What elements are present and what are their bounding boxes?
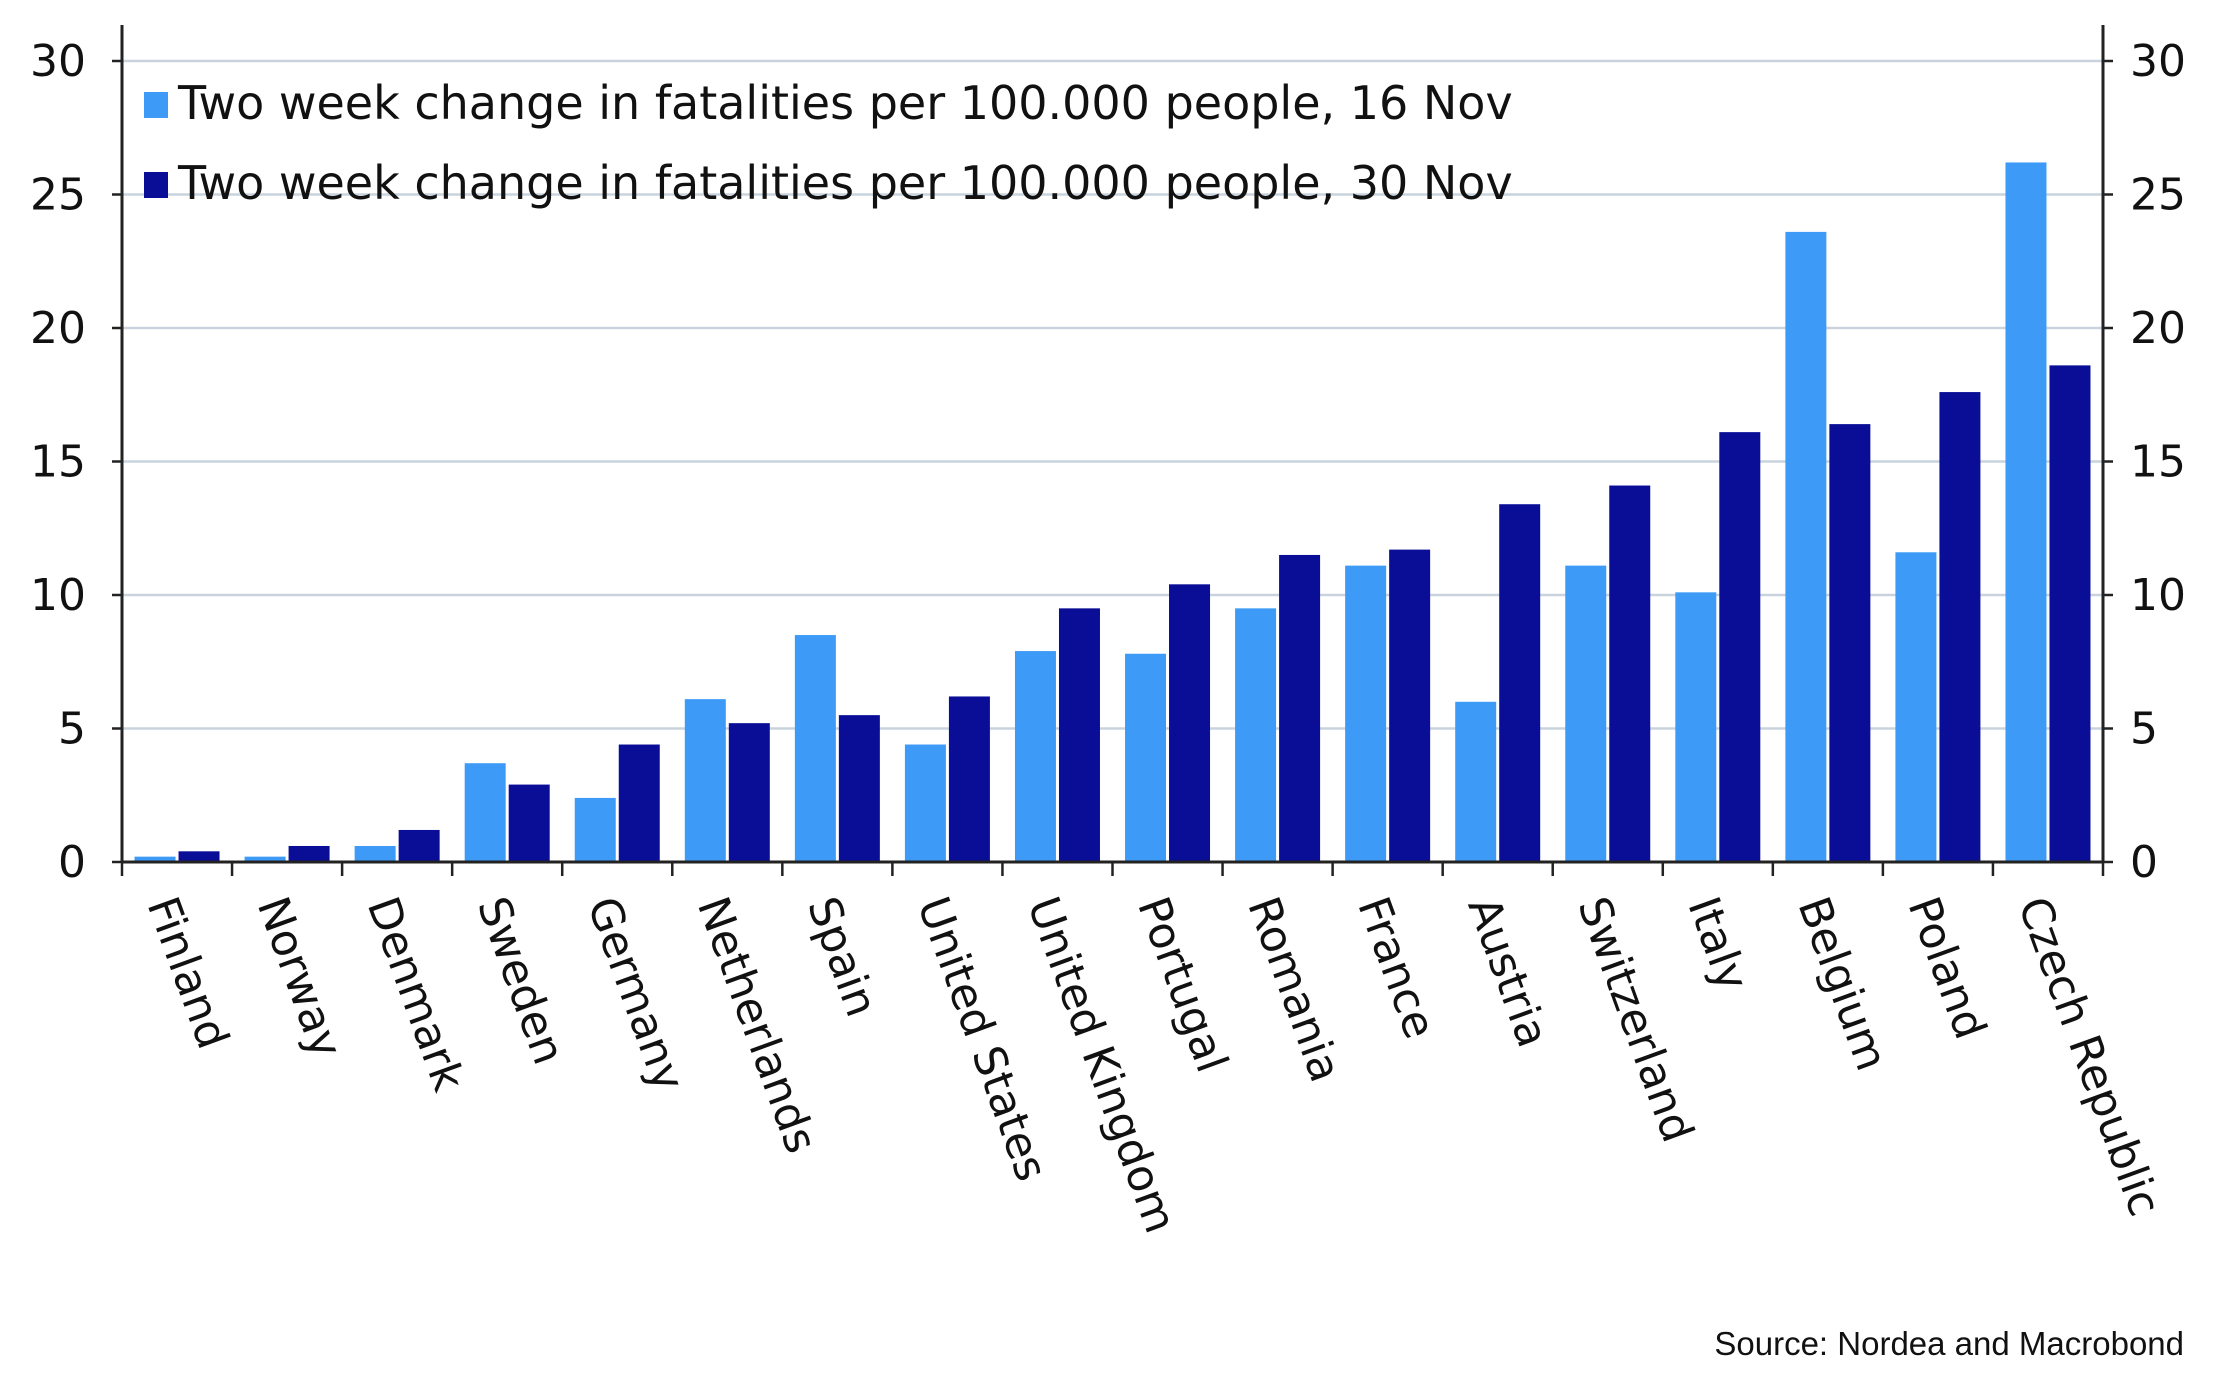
legend-swatch <box>144 172 168 198</box>
x-category-label: Finland <box>137 890 239 1055</box>
bar-16-nov-finland <box>134 856 176 862</box>
x-category-label: Belgium <box>1788 890 1898 1077</box>
bar-30-nov-switzerland <box>1609 485 1651 862</box>
bar-16-nov-france <box>1345 565 1387 862</box>
bar-30-nov-united-kingdom <box>1058 608 1100 862</box>
gridlines <box>122 59 2103 730</box>
bar-30-nov-united-states <box>948 696 990 862</box>
bar-16-nov-netherlands <box>684 699 726 862</box>
bar-16-nov-sweden <box>464 763 506 862</box>
y-tick-label-right: 20 <box>2130 303 2186 354</box>
bar-16-nov-germany <box>574 797 616 862</box>
bar-16-nov-switzerland <box>1565 565 1607 862</box>
bar-30-nov-portugal <box>1169 584 1211 862</box>
bar-30-nov-sweden <box>508 784 550 862</box>
y-tick-label-left: 5 <box>58 704 86 755</box>
y-tick-label-right: 30 <box>2130 36 2186 87</box>
bar-16-nov-norway <box>244 856 286 862</box>
bar-16-nov-denmark <box>354 845 396 862</box>
y-tick-label-right: 5 <box>2130 704 2158 755</box>
bar-30-nov-germany <box>618 744 660 862</box>
y-tick-label-left: 25 <box>30 170 86 221</box>
legend-label: Two week change in fatalities per 100.00… <box>177 156 1513 210</box>
bar-30-nov-norway <box>288 845 330 862</box>
x-category-label: Romania <box>1237 890 1351 1088</box>
x-category-label: France <box>1347 890 1445 1045</box>
x-category-label: Poland <box>1898 890 1996 1045</box>
bar-16-nov-italy <box>1675 592 1717 862</box>
bar-30-nov-czech-republic <box>2049 365 2091 862</box>
y-tick-label-right: 15 <box>2130 437 2186 488</box>
x-category-label: Switzerland <box>1567 890 1703 1149</box>
y-axis-left-tick-labels: 0 5 10 15 20 25 30 <box>30 36 86 888</box>
bar-16-nov-portugal <box>1125 653 1167 862</box>
bar-30-nov-belgium <box>1829 424 1871 862</box>
x-category-label: Sweden <box>467 890 574 1071</box>
y-tick-label-left: 0 <box>58 837 86 888</box>
y-tick-label-left: 10 <box>30 570 86 621</box>
bar-30-nov-poland <box>1939 392 1981 862</box>
axes <box>112 25 2113 876</box>
y-tick-label-left: 15 <box>30 437 86 488</box>
x-category-label: Spain <box>797 890 887 1023</box>
legend-label: Two week change in fatalities per 100.00… <box>177 76 1513 130</box>
x-category-label: Austria <box>1457 890 1558 1054</box>
x-category-label: Denmark <box>357 890 474 1098</box>
bar-16-nov-spain <box>794 635 836 862</box>
y-tick-label-right: 0 <box>2130 837 2158 888</box>
source-note: Source: Nordea and Macrobond <box>1714 1325 2184 1362</box>
y-tick-label-right: 10 <box>2130 570 2186 621</box>
bar-30-nov-denmark <box>398 829 440 862</box>
x-category-label: Italy <box>1677 890 1758 997</box>
bar-16-nov-romania <box>1235 608 1277 862</box>
x-category-label: Czech Republic <box>2008 890 2171 1222</box>
bar-30-nov-romania <box>1279 554 1321 862</box>
legend-swatch <box>144 92 168 118</box>
bar-30-nov-netherlands <box>728 723 770 862</box>
bar-30-nov-finland <box>178 851 220 862</box>
x-category-label: Norway <box>247 890 352 1064</box>
bar-16-nov-united-states <box>904 744 946 862</box>
legend: Two week change in fatalities per 100.00… <box>144 76 1513 210</box>
bar-16-nov-austria <box>1455 701 1497 862</box>
bar-30-nov-italy <box>1719 432 1761 862</box>
bar-30-nov-spain <box>838 715 880 862</box>
x-category-label: Portugal <box>1127 890 1237 1079</box>
bar-30-nov-austria <box>1499 504 1541 862</box>
y-axis-right-tick-labels: 0 5 10 15 20 25 30 <box>2130 36 2186 888</box>
bar-16-nov-united-kingdom <box>1014 651 1056 862</box>
y-tick-label-right: 25 <box>2130 170 2186 221</box>
bar-16-nov-belgium <box>1785 231 1827 862</box>
x-category-label: Germany <box>577 890 694 1097</box>
bar-16-nov-poland <box>1895 552 1937 862</box>
y-tick-label-left: 20 <box>30 303 86 354</box>
bar-30-nov-france <box>1389 549 1431 862</box>
y-tick-label-left: 30 <box>30 36 86 87</box>
bars <box>134 162 2091 862</box>
bar-16-nov-czech-republic <box>2005 162 2047 862</box>
